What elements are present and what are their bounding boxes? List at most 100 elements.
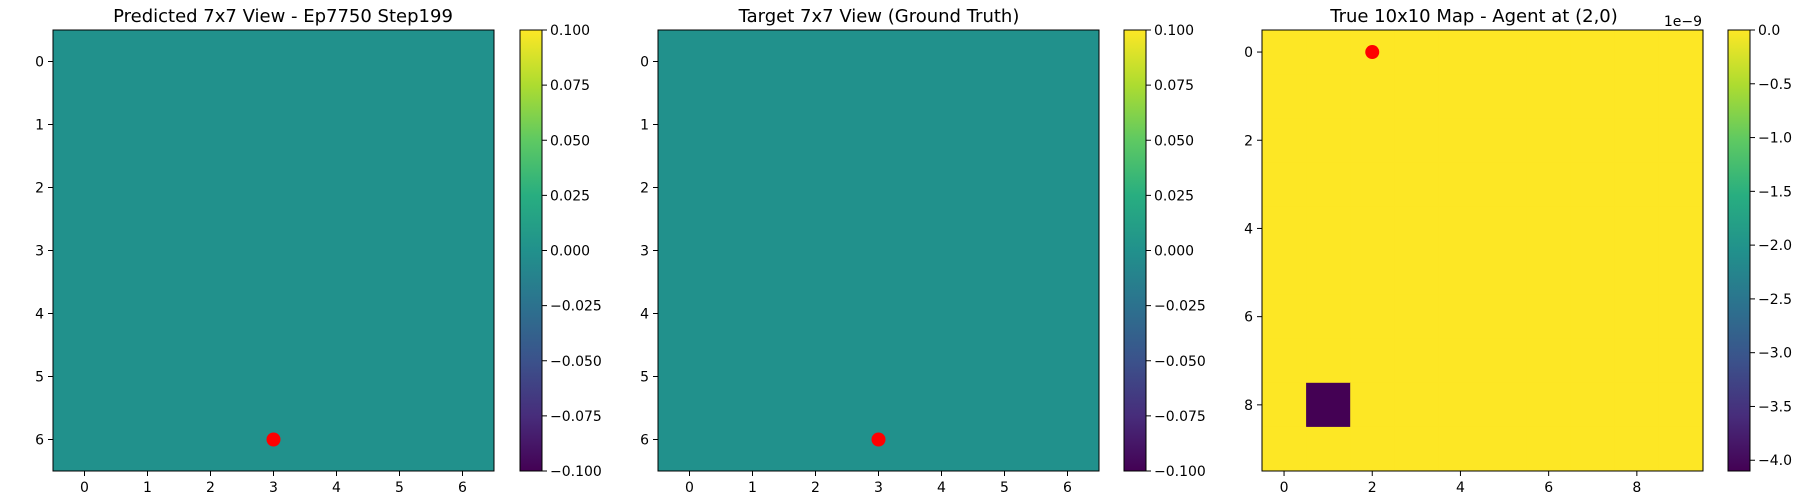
colorbar-tick-label: −4.0 (1758, 453, 1792, 469)
heatmap-cell (910, 282, 974, 346)
heatmap-cell (973, 408, 1037, 472)
panel-target: Target 7x7 View (Ground Truth) 0 1 2 3 4 5 6 0 1… (640, 6, 1206, 496)
heatmap-cell (242, 282, 306, 346)
heatmap-cell (658, 156, 722, 220)
heatmap-cell (1526, 30, 1572, 75)
heatmap-cell (1036, 282, 1100, 346)
heatmap-cell (1394, 74, 1439, 119)
heatmap-cell (973, 156, 1037, 220)
heatmap-cell (1394, 30, 1439, 75)
colorbar-tick-label: −0.025 (1154, 299, 1206, 315)
panel-predicted-title: Predicted 7x7 View - Ep7750 Step199 (113, 6, 453, 27)
colorbar-tick-label: −2.0 (1758, 238, 1792, 254)
heatmap-cell (179, 408, 243, 472)
heatmap-cell (1570, 162, 1616, 207)
heatmap-cell (784, 282, 848, 346)
heatmap-cell (1306, 30, 1351, 75)
heatmap-cell (431, 93, 495, 157)
heatmap-cell (1614, 426, 1660, 472)
heatmap-cell (242, 156, 306, 220)
colorbar-tick-label: −3.5 (1758, 399, 1792, 415)
heatmap-cell (179, 156, 243, 220)
x-tick-label: 0 (1280, 480, 1289, 496)
heatmap-cell (1526, 206, 1572, 251)
colorbar-tick-label: −0.075 (1154, 409, 1206, 425)
colorbar-tick-label: −1.0 (1758, 131, 1792, 147)
colorbar-tick-label: −0.100 (1154, 464, 1206, 480)
heatmap-cell (910, 219, 974, 283)
x-tick-label: 6 (1544, 480, 1553, 496)
heatmap-cell (1036, 30, 1100, 94)
heatmap-cell (368, 219, 432, 283)
heatmap-cell (1526, 118, 1572, 163)
x-tick-label: 2 (1368, 480, 1377, 496)
heatmap-cell (1658, 74, 1704, 119)
panel-target-heatmap: 0 1 2 3 4 5 6 0 1 2 3 4 5 6 (640, 29, 1100, 496)
heatmap-cell (1570, 118, 1616, 163)
colorbar-tick-label: −0.075 (550, 409, 602, 425)
heatmap-cell (721, 156, 785, 220)
heatmap-cell (1658, 294, 1704, 340)
heatmap-cell (1306, 118, 1351, 163)
heatmap-cell (1394, 382, 1439, 428)
x-tick-label: 1 (748, 480, 757, 496)
heatmap-cell (1350, 338, 1395, 384)
heatmap-cell (431, 345, 495, 409)
heatmap-cell (242, 30, 306, 94)
heatmap-cell (973, 93, 1037, 157)
heatmap-cell (1526, 250, 1572, 296)
heatmap-cell (1306, 74, 1351, 119)
heatmap-cell (1482, 206, 1528, 251)
heatmap-cell (1262, 250, 1307, 296)
y-tick-label: 6 (35, 433, 44, 449)
colorbar-tick-label: 0.050 (1154, 133, 1194, 149)
y-tick-label: 4 (640, 307, 649, 323)
heatmap-cell (1526, 294, 1572, 340)
x-tick-label: 0 (80, 480, 89, 496)
x-tick-label: 5 (1000, 480, 1009, 496)
heatmap-cell (1482, 74, 1528, 119)
y-tick-label: 4 (1244, 221, 1253, 237)
panel-target-title: Target 7x7 View (Ground Truth) (738, 6, 1020, 27)
colorbar-gradient (1123, 29, 1147, 472)
heatmap-cell (721, 408, 785, 472)
heatmap-cell (1482, 30, 1528, 75)
x-tick-label: 0 (685, 480, 694, 496)
heatmap-cell (721, 219, 785, 283)
agent-marker (266, 432, 281, 447)
heatmap-cell (1394, 338, 1439, 384)
heatmap-cell (973, 345, 1037, 409)
x-tick-label: 3 (874, 480, 883, 496)
heatmap-cell (1262, 294, 1307, 340)
heatmap-cell (1658, 338, 1704, 384)
heatmap-cell (1570, 206, 1616, 251)
heatmap-cell (1262, 206, 1307, 251)
heatmap-cell (1614, 382, 1660, 428)
heatmap-cell (784, 408, 848, 472)
heatmap-cell (1570, 382, 1616, 428)
heatmap-cell (1394, 206, 1439, 251)
colorbar-tick-label: −0.050 (550, 354, 602, 370)
x-tick-label: 4 (332, 480, 341, 496)
heatmap-cell (1306, 426, 1351, 472)
panel-true-map-title: True 10x10 Map - Agent at (2,0) (1329, 6, 1618, 27)
colorbar-tick-label: 0.075 (550, 78, 590, 94)
colorbar-tick-label: −3.0 (1758, 346, 1792, 362)
heatmap-cell (1438, 162, 1483, 207)
heatmap-cell (658, 408, 722, 472)
y-tick-label: 2 (35, 181, 44, 197)
panel-target-colorbar: 0.100 0.075 0.050 0.025 0.000 −0.025 −0.050 −0.… (1123, 23, 1206, 480)
heatmap-cell (53, 219, 117, 283)
panel-predicted-colorbar: 0.100 0.075 0.050 0.025 0.000 −0.025 −0.050 −0.… (519, 23, 602, 480)
colorbar-tick-label: 0.000 (1154, 244, 1194, 260)
heatmap-cell (1570, 74, 1616, 119)
heatmap-cell (1394, 294, 1439, 340)
heatmap-cell (1306, 294, 1351, 340)
y-tick-label: 2 (1244, 133, 1253, 149)
panel-true-map-colorbar: 0.0 −0.5 −1.0 −1.5 −2.0 −2.5 −3.0 −3.5 −4.0 (1727, 23, 1792, 472)
heatmap-cell (431, 408, 495, 472)
heatmap-cell (1438, 118, 1483, 163)
y-tick-label: 1 (640, 118, 649, 134)
heatmap-cell (910, 93, 974, 157)
heatmap-cell (1438, 30, 1483, 75)
